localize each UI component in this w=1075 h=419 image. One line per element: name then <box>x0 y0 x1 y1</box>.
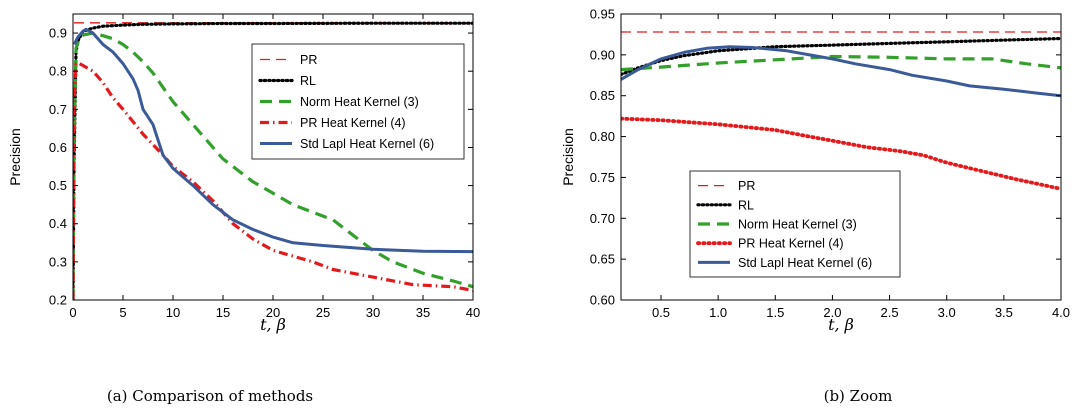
series-line-4 <box>621 116 1061 191</box>
y-tick-label: 0.75 <box>590 170 615 185</box>
legend-entry: PR Heat Kernel (4) <box>738 237 844 251</box>
y-tick-label: 0.65 <box>590 252 615 267</box>
x-tick-label: 1.5 <box>766 305 784 320</box>
ticks-layer: 0.5 1.0 1.5 2.0 2.5 3.0 3.5 4.0 0.60 0.65 0.70 0.75… <box>590 7 1070 321</box>
legend-entry: Norm Heat Kernel (3) <box>300 95 419 109</box>
chart-panel-comparison: 0 5 10 15 20 25 30 35 40 0.2 0.3 0.4 0.5 0.6 0.7 0.8 0.9… <box>7 13 480 405</box>
x-tick-label: 20 <box>266 305 280 320</box>
series-line-4 <box>73 61 473 300</box>
legend: PR RL Norm Heat Kernel (3) PR Heat Kernel (… <box>689 170 901 278</box>
legend-entry: Std Lapl Heat Kernel (6) <box>300 137 434 151</box>
x-axis-label: t, β <box>260 315 286 334</box>
legend-entry: RL <box>738 198 754 212</box>
x-tick-label: 0.5 <box>652 305 670 320</box>
x-tick-label: 3.0 <box>938 305 956 320</box>
y-tick-label: 0.80 <box>590 129 615 144</box>
x-tick-label: 1.0 <box>709 305 727 320</box>
y-tick-label: 0.5 <box>49 178 67 193</box>
y-tick-label: 0.4 <box>49 216 67 231</box>
legend: PR RL Norm Heat Kernel (3) PR Heat Kernel (… <box>251 43 465 160</box>
x-tick-label: 3.5 <box>995 305 1013 320</box>
series-line-5 <box>621 45 1061 98</box>
x-tick-label: 2.5 <box>881 305 899 320</box>
x-tick-label: 25 <box>316 305 330 320</box>
y-tick-label: 0.85 <box>590 88 615 103</box>
x-tick-label: 2.0 <box>823 305 841 320</box>
x-tick-label: 0 <box>69 305 76 320</box>
legend-entry: RL <box>300 74 316 88</box>
y-tick-label: 0.7 <box>49 102 67 117</box>
series-layer <box>621 31 1061 191</box>
y-tick-label: 0.6 <box>49 140 67 155</box>
caption: (a) Comparison of methods <box>107 387 313 405</box>
y-tick-label: 0.8 <box>49 64 67 79</box>
y-tick-label: 0.9 <box>49 26 67 41</box>
y-tick-label: 0.2 <box>49 293 67 308</box>
y-tick-label: 0.90 <box>590 47 615 62</box>
series-line-5 <box>73 27 473 254</box>
legend-entry: PR Heat Kernel (4) <box>300 116 406 130</box>
y-tick-label: 0.60 <box>590 293 615 308</box>
legend-entry: PR <box>300 53 317 67</box>
y-tick-label: 0.3 <box>49 254 67 269</box>
chart-panel-zoom: 0.5 1.0 1.5 2.0 2.5 3.0 3.5 4.0 0.60 0.65 0.70 0.75… <box>560 7 1070 406</box>
series-line-3 <box>621 54 1061 72</box>
legend-entry: Norm Heat Kernel (3) <box>738 218 857 232</box>
y-axis-label: Precision <box>560 128 576 186</box>
y-tick-label: 0.70 <box>590 211 615 226</box>
x-axis-label: t, β <box>828 315 854 334</box>
x-tick-label: 10 <box>166 305 180 320</box>
x-tick-label: 35 <box>416 305 430 320</box>
series-layer <box>73 21 473 300</box>
x-tick-label: 5 <box>119 305 126 320</box>
plot-frame <box>620 13 1062 301</box>
x-tick-label: 40 <box>466 305 480 320</box>
y-tick-label: 0.95 <box>590 7 615 22</box>
caption: (b) Zoom <box>824 387 893 405</box>
x-tick-label: 4.0 <box>1052 305 1070 320</box>
ticks-layer: 0 5 10 15 20 25 30 35 40 0.2 0.3 0.4 0.5 0.6 0.7 0.8 0.9 <box>49 14 480 320</box>
legend-entry: PR <box>738 179 755 193</box>
x-tick-label: 30 <box>366 305 380 320</box>
y-axis-label: Precision <box>7 128 23 186</box>
x-tick-label: 15 <box>216 305 230 320</box>
legend-entry: Std Lapl Heat Kernel (6) <box>738 256 872 270</box>
